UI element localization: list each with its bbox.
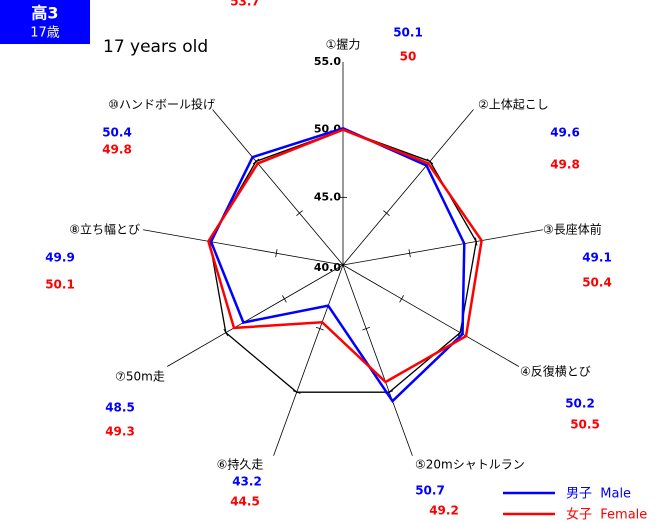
badge-title: 高3: [31, 4, 58, 23]
axis-line: [166, 264, 344, 367]
tick-mark: [362, 326, 371, 331]
tick-mark: [282, 295, 287, 303]
axis-label: ⑩ハンドボール投げ: [108, 97, 215, 112]
value-label: 50.1: [45, 278, 75, 292]
value-label: 44.5: [230, 495, 260, 509]
value-label: 49.3: [105, 425, 135, 439]
tick-mark: [475, 237, 478, 246]
value-label: 50.7: [415, 484, 445, 498]
value-label: 49.9: [45, 251, 75, 265]
tick-mark: [223, 329, 229, 337]
axis-label: ①握力: [326, 37, 361, 52]
axis-line: [342, 229, 543, 266]
axis-label: ④反復横とび: [520, 364, 591, 379]
tick-mark: [315, 326, 324, 331]
value-label: 49.8: [550, 158, 580, 172]
value-label: 50.5: [570, 418, 600, 432]
value-label: 50.4: [582, 276, 612, 290]
legend-label: 男子 Male: [566, 487, 631, 502]
axis-line: [342, 109, 474, 266]
axis-line: [143, 229, 344, 266]
badge: [0, 0, 90, 44]
axis-line: [273, 264, 344, 456]
series-line: [209, 126, 466, 404]
r-tick-label: 45.0: [314, 190, 341, 203]
value-label: 49.2: [429, 504, 459, 518]
value-label: 50: [400, 50, 417, 64]
axis-line: [342, 264, 413, 456]
value-label: 50.4: [102, 126, 132, 140]
annotation: 53.7: [230, 0, 260, 9]
value-label: 43.2: [232, 475, 262, 489]
tick-mark: [399, 295, 404, 303]
tick-mark: [252, 158, 260, 165]
tick-mark: [383, 210, 390, 217]
axis-label: ③長座体前: [543, 222, 602, 237]
axis-label: ⑤20mシャトルラン: [415, 458, 525, 472]
axis-line: [342, 264, 520, 367]
value-label: 49.6: [550, 126, 580, 140]
tick-mark: [408, 249, 411, 258]
axis-line: [212, 109, 344, 266]
badge-subtitle: 17歳: [30, 26, 60, 41]
value-label: 48.5: [105, 401, 135, 415]
tick-mark: [275, 249, 278, 258]
value-label: 50.1: [393, 26, 423, 40]
tick-mark: [296, 210, 303, 217]
value-label: 50.2: [565, 397, 595, 411]
axis-label: ②上体起こし: [478, 98, 549, 112]
axis-label: ⑦50m走: [115, 370, 165, 384]
r-tick-label: 40.0: [314, 261, 341, 274]
tick-mark: [292, 390, 301, 394]
value-label: 49.8: [102, 143, 132, 157]
tick-mark: [426, 158, 434, 165]
axis-label: ⑧立ち幅とび: [69, 222, 140, 237]
legend-label: 女子 Female: [566, 507, 647, 523]
axis-label: ⑥持久走: [217, 457, 264, 472]
chart-title: 17 years old: [103, 37, 208, 57]
series-line: [207, 128, 483, 384]
value-label: 49.1: [582, 251, 612, 265]
r-tick-label: 55.0: [314, 55, 341, 68]
